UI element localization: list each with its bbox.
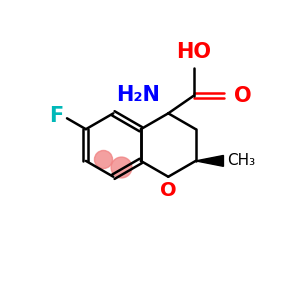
Text: O: O xyxy=(234,85,251,106)
Text: HO: HO xyxy=(176,42,211,62)
Polygon shape xyxy=(196,155,224,166)
Text: F: F xyxy=(49,106,63,126)
Text: CH₃: CH₃ xyxy=(227,153,256,168)
Text: H₂N: H₂N xyxy=(116,85,160,105)
Text: O: O xyxy=(160,181,177,200)
